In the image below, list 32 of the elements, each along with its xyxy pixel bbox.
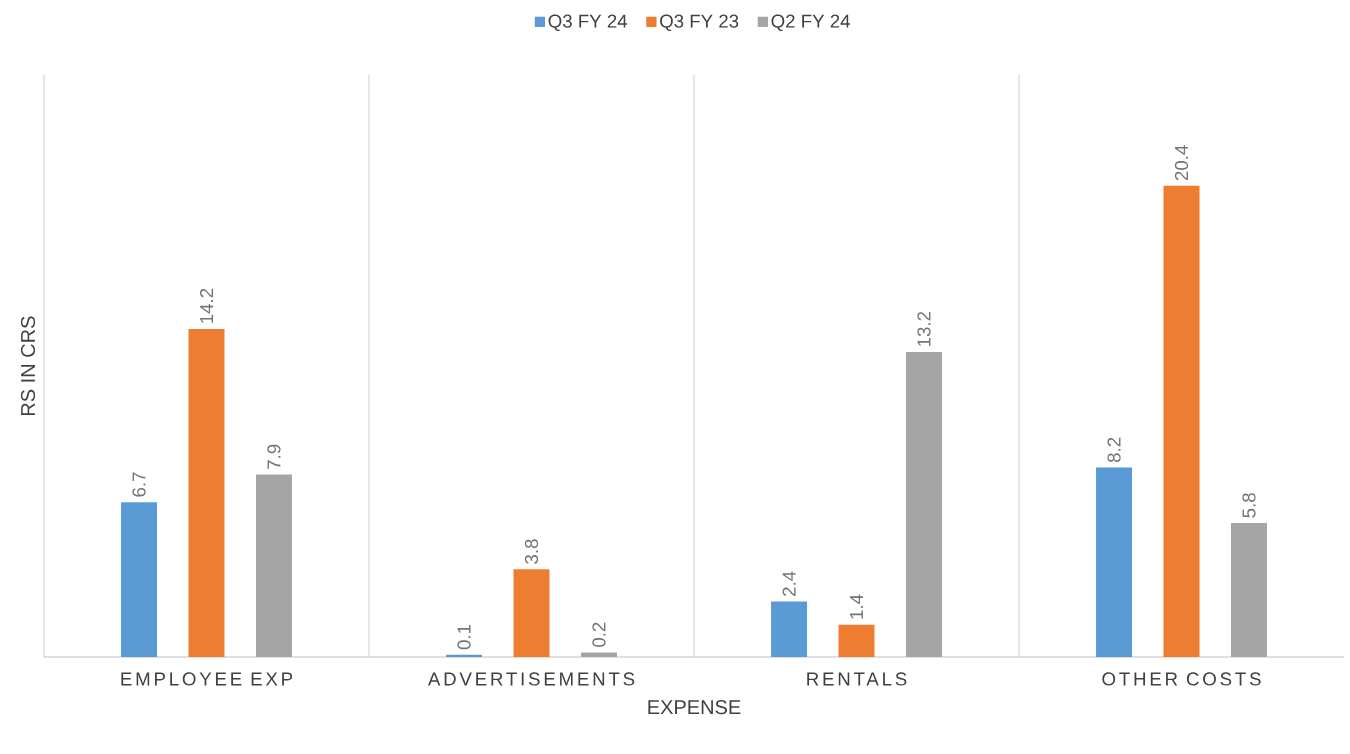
data-label: 14.2 bbox=[199, 288, 214, 323]
data-label: 0.2 bbox=[592, 622, 606, 647]
data-label: 0.1 bbox=[457, 624, 471, 650]
data-label: 13.2 bbox=[917, 311, 931, 346]
data-label: 7.9 bbox=[267, 444, 281, 469]
data-label: 8.2 bbox=[1107, 437, 1121, 463]
bar bbox=[838, 624, 875, 657]
bar bbox=[580, 652, 617, 657]
data-label: 3.8 bbox=[524, 539, 539, 564]
bar bbox=[513, 569, 550, 657]
legend-label: Q3 FY 23 bbox=[660, 14, 739, 32]
x-tick-label: EMPLOYEE EXP bbox=[121, 672, 293, 686]
bar bbox=[905, 352, 942, 657]
legend-label: Q2 FY 24 bbox=[771, 14, 850, 32]
bar bbox=[1096, 467, 1133, 657]
x-tick-label: RENTALS bbox=[807, 672, 907, 686]
bar bbox=[1230, 523, 1267, 657]
bar bbox=[771, 601, 808, 657]
legend-label: Q3 FY 24 bbox=[548, 14, 628, 32]
bar bbox=[1163, 185, 1200, 657]
bar bbox=[188, 328, 225, 657]
x-axis-title: EXPENSE bbox=[648, 700, 741, 715]
bar bbox=[255, 474, 292, 657]
data-label: 6.7 bbox=[132, 472, 146, 497]
x-tick-label: ADVERTISEMENTS bbox=[427, 672, 635, 686]
data-label: 20.4 bbox=[1174, 145, 1189, 181]
data-label: 5.8 bbox=[1242, 493, 1256, 518]
data-label: 1.4 bbox=[850, 594, 863, 619]
data-label: 2.4 bbox=[782, 571, 796, 596]
y-axis-title: RS IN CRS bbox=[20, 316, 36, 416]
bar bbox=[121, 502, 158, 657]
x-tick-label: OTHER COSTS bbox=[1102, 672, 1261, 686]
